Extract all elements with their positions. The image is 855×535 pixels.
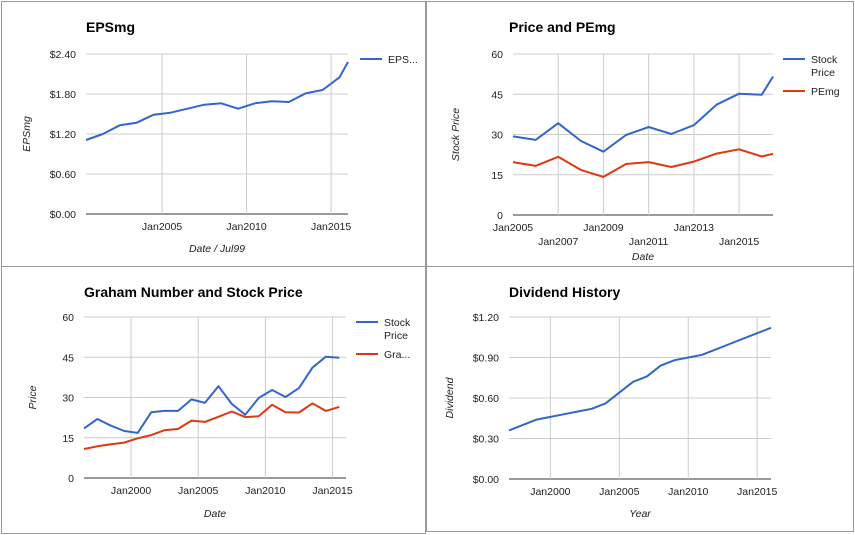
x-tick-label: Jan2010 [226,221,266,233]
legend-label: Stock Price [384,317,411,342]
y-tick-label: $0.00 [50,209,76,221]
y-tick-label: $0.30 [473,434,499,446]
x-axis-label: Date [632,251,654,263]
y-axis-label: Price [27,385,39,409]
graham-chart-panel: Graham Number and Stock Price 0 15 30 45 60 Ja… [1,266,426,534]
chart-title: Dividend History [509,284,620,300]
chart-title: Graham Number and Stock Price [84,284,303,300]
x-axis-label: Date / Jul99 [189,243,245,255]
y-tick-label: 0 [497,210,503,222]
x-tick-label: Jan2005 [599,486,639,498]
y-axis-label: Stock Price [450,108,462,161]
series-line [85,61,349,141]
chart-title: Price and PEmg [509,19,616,35]
legend-label: PEmg [811,86,840,98]
legend-label: EPS... [388,54,418,66]
chart-svg: Dividend History $0.00 $0.30 $0.60 $0.90 $1.2… [444,284,778,520]
y-tick-label: $0.60 [50,169,76,181]
y-tick-label: $1.80 [50,89,76,101]
y-axis-label: Dividend [444,376,456,418]
y-tick-label: 15 [491,170,503,182]
x-axis-label: Year [629,508,651,520]
x-tick-label: Jan2013 [674,222,714,234]
x-tick-label: Jan2005 [142,221,182,233]
x-tick-label: Jan2015 [737,486,777,498]
chart-svg: Price and PEmg 0 15 30 45 60 Jan2005 Jan2007 Jan… [450,19,840,263]
y-tick-label: $0.00 [473,474,499,486]
y-tick-label: $1.20 [50,129,76,141]
x-tick-label: Jan2010 [245,485,285,497]
chart-svg: Graham Number and Stock Price 0 15 30 45 60 Ja… [27,284,411,520]
y-axis-label: EPSmg [21,116,33,152]
x-tick-label: Jan2009 [583,222,623,234]
y-tick-label: 30 [62,393,74,405]
dividend-chart-panel: Dividend History $0.00 $0.30 $0.60 $0.90 $1.2… [426,266,854,532]
y-tick-label: 60 [491,49,503,61]
x-tick-label: Jan2015 [719,236,759,248]
y-tick-label: 45 [491,89,503,101]
series-line [512,75,774,153]
series-line [83,355,340,434]
legend-label: Stock Price [811,54,838,79]
x-tick-label: Jan2000 [111,485,151,497]
eps-chart-panel: EPSmg $0.00 $0.60 $1.20 $1.80 $2.40 Jan2005 Jan… [1,1,426,267]
y-tick-label: $0.90 [473,353,499,365]
legend-label: Gra... [384,349,410,361]
x-tick-label: Jan2010 [668,486,708,498]
y-tick-label: $2.40 [50,49,76,61]
y-tick-label: 45 [62,352,74,364]
y-tick-label: 30 [491,130,503,142]
x-axis-label: Date [204,508,226,520]
y-tick-label: $0.60 [473,393,499,405]
x-tick-label: Jan2007 [538,236,578,248]
x-tick-label: Jan2005 [178,485,218,497]
y-tick-label: 15 [62,433,74,445]
x-tick-label: Jan2015 [311,221,351,233]
x-tick-label: Jan2000 [530,486,570,498]
y-tick-label: 60 [62,312,74,324]
series-line [512,148,774,178]
chart-svg: EPSmg $0.00 $0.60 $1.20 $1.80 $2.40 Jan2005 Jan… [21,19,418,255]
x-tick-label: Jan2011 [629,236,669,248]
y-tick-label: 0 [68,473,74,485]
x-tick-label: Jan2015 [312,485,352,497]
y-tick-label: $1.20 [473,312,499,324]
x-tick-label: Jan2005 [493,222,533,234]
series-line [83,402,340,450]
series-line [508,326,772,432]
price-pe-chart-panel: Price and PEmg 0 15 30 45 60 Jan2005 Jan2007 Jan… [426,1,854,267]
chart-title: EPSmg [86,19,135,35]
